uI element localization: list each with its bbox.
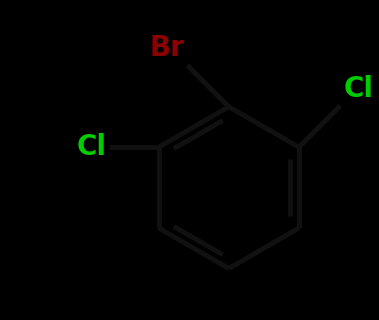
Text: Br: Br — [150, 34, 185, 62]
Text: Cl: Cl — [77, 133, 106, 161]
Text: Cl: Cl — [343, 75, 373, 103]
